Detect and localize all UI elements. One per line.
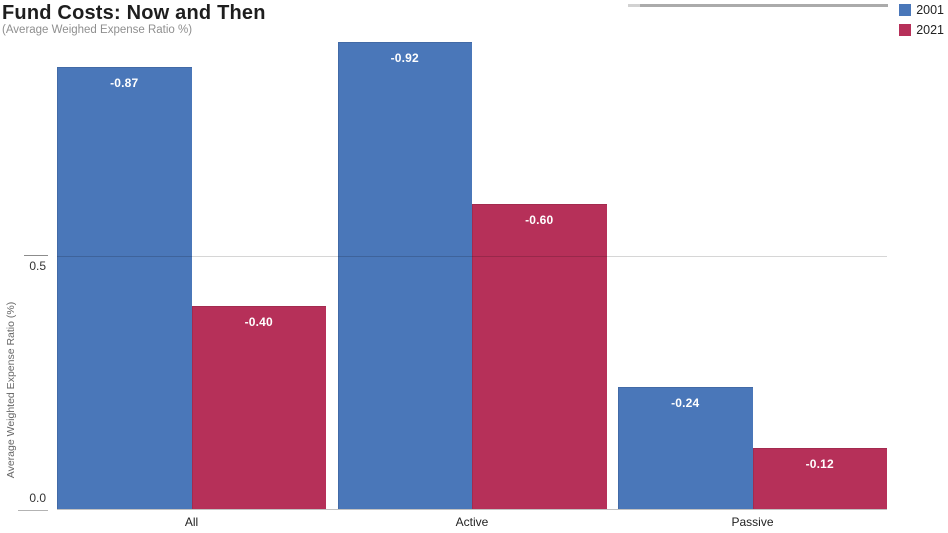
legend-label: 2021 [916, 23, 944, 37]
y-axis-title: Average Weighted Expense Ratio (%) [5, 301, 17, 479]
horizontal-scrollbar[interactable] [628, 4, 888, 7]
legend-item-2001: 2001 [899, 3, 944, 17]
gridline-0-5 [57, 256, 887, 257]
scrollbar-handle[interactable] [628, 4, 640, 7]
chart-legend: 2001 2021 [899, 3, 944, 37]
bar-value-label: -0.24 [671, 396, 700, 410]
legend-swatch-2021-icon [899, 24, 912, 36]
chart-subtitle: (Average Weighed Expense Ratio %) [2, 24, 193, 36]
bar-value-label: -0.12 [805, 457, 834, 471]
x-axis-label-active: Active [455, 515, 489, 529]
x-axis-label-all: All [184, 515, 199, 529]
bar-value-label: -0.87 [110, 76, 139, 90]
bar-2021-all: -0.40 [191, 306, 326, 509]
y-tick-mark-00 [18, 510, 48, 511]
bar-value-label: -0.60 [525, 213, 554, 227]
x-axis-label-passive: Passive [731, 515, 774, 529]
bar-2021-active: -0.60 [472, 204, 607, 509]
bar-2001-all: -0.87 [57, 67, 192, 509]
bar-value-label: -0.40 [244, 315, 273, 329]
axis-baseline [57, 509, 887, 510]
bar-2001-active: -0.92 [337, 42, 472, 509]
chart-title: Fund Costs: Now and Then [2, 2, 266, 24]
legend-swatch-2001-icon [899, 4, 912, 16]
bar-2001-passive: -0.24 [618, 387, 753, 509]
bar-2021-passive: -0.12 [752, 448, 887, 509]
y-tick-label-05: 0.5 [29, 259, 46, 273]
legend-item-2021: 2021 [899, 23, 944, 37]
y-tick-label-00: 0.0 [29, 491, 46, 505]
bar-value-label: -0.92 [390, 51, 419, 65]
legend-label: 2001 [916, 3, 944, 17]
y-tick-mark-05 [24, 255, 48, 256]
